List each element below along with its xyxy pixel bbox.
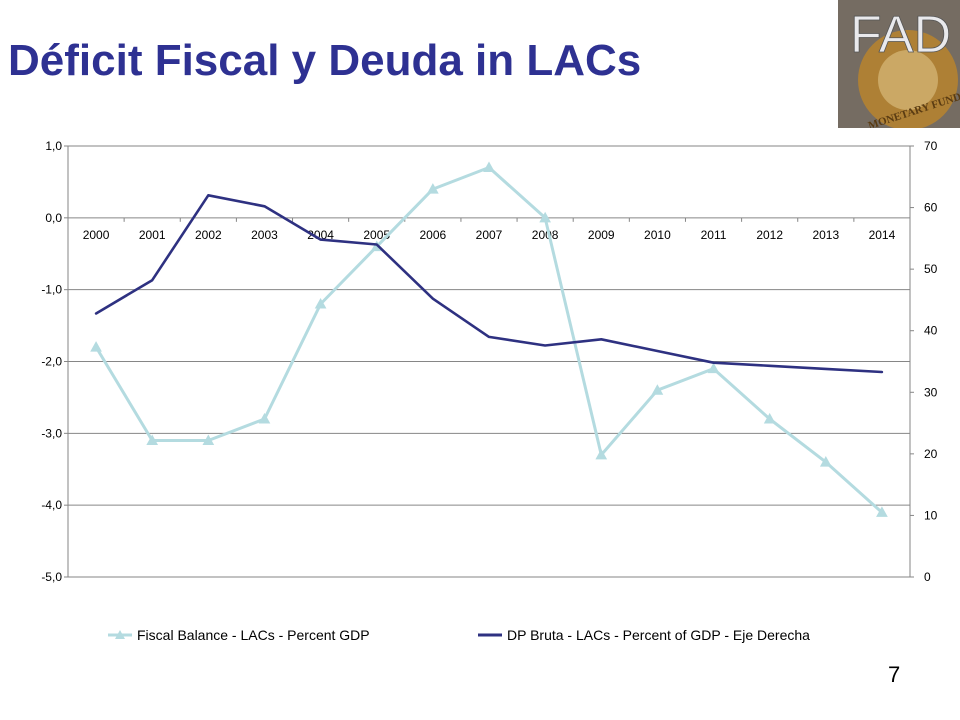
x-tick-label: 2008 xyxy=(532,228,559,242)
x-tick-label: 2003 xyxy=(251,228,278,242)
y-right-tick-label: 0 xyxy=(924,570,931,584)
y-right-tick-label: 70 xyxy=(924,139,938,153)
legend: Fiscal Balance - LACs - Percent GDP DP Br… xyxy=(108,627,810,643)
y-left-tick-label: -1,0 xyxy=(41,283,62,297)
data-point-marker xyxy=(483,161,495,173)
page-number: 7 xyxy=(888,662,901,687)
y-right-tick-label: 50 xyxy=(924,262,938,276)
data-point-marker xyxy=(819,456,832,467)
x-tick-label: 2009 xyxy=(588,228,615,242)
gridlines xyxy=(68,145,910,578)
y-right-tick-label: 60 xyxy=(924,201,938,215)
y-left-tick-label: -2,0 xyxy=(41,355,62,369)
series-line-1 xyxy=(94,166,884,514)
data-point-marker xyxy=(258,412,271,424)
imf-emblem-inner xyxy=(878,50,938,110)
x-tick-label: 2013 xyxy=(812,228,839,242)
legend-label-2: DP Bruta - LACs - Percent of GDP - Eje D… xyxy=(507,627,810,643)
fad-imf-logo: FAD MONETARY FUND xyxy=(838,0,960,128)
data-point-marker xyxy=(651,384,664,395)
data-point-marker xyxy=(314,298,327,309)
x-tick-label: 2004 xyxy=(307,228,334,242)
y-right-tick-label: 20 xyxy=(924,447,938,461)
y-right-tick-label: 40 xyxy=(924,324,938,338)
data-point-marker xyxy=(539,211,551,223)
x-tick-label: 2007 xyxy=(476,228,503,242)
x-tick-label: 2010 xyxy=(644,228,671,242)
y-right-tick-label: 30 xyxy=(924,385,938,399)
data-point-marker xyxy=(427,183,439,194)
data-point-marker xyxy=(707,362,720,374)
data-point-marker xyxy=(595,448,608,460)
logo-fad-text: FAD xyxy=(850,6,951,64)
x-tick-label: 2012 xyxy=(756,228,783,242)
y-left-tick-label: 1,0 xyxy=(45,139,62,153)
x-tick-label: 2000 xyxy=(83,228,110,242)
data-point-marker xyxy=(202,434,215,446)
x-tick-label: 2006 xyxy=(420,228,447,242)
series xyxy=(90,161,888,517)
series-line-2 xyxy=(94,194,884,374)
y-left-tick-label: -4,0 xyxy=(41,498,62,512)
x-tick-label: 2011 xyxy=(701,228,727,242)
y-right-tick-label: 10 xyxy=(924,508,938,522)
x-tick-label: 2002 xyxy=(195,228,222,242)
data-point-marker xyxy=(90,341,102,352)
data-point-marker xyxy=(146,434,159,446)
y-left-tick-label: -5,0 xyxy=(41,570,62,584)
slide-title: Déficit Fiscal y Deuda in LACs xyxy=(8,36,642,85)
legend-marker xyxy=(115,630,125,639)
data-point-marker xyxy=(763,412,776,424)
legend-label-1: Fiscal Balance - LACs - Percent GDP xyxy=(137,627,370,643)
data-point-marker xyxy=(876,506,888,517)
x-tick-label: 2014 xyxy=(869,228,896,242)
y-left-tick-label: 0,0 xyxy=(45,211,62,225)
x-tick-label: 2001 xyxy=(139,228,166,242)
y-left-tick-label: -3,0 xyxy=(41,426,62,440)
